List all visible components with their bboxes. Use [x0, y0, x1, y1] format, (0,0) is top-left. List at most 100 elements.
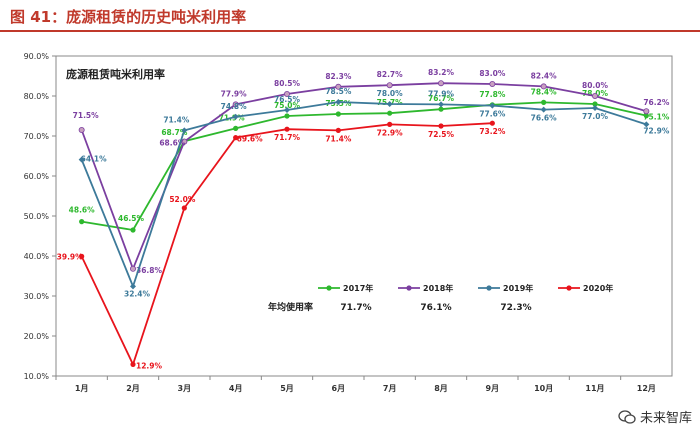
- x-tick-label: 6月: [332, 384, 346, 393]
- point-2020: [387, 121, 393, 127]
- y-tick-label: 30.0%: [24, 292, 50, 301]
- point-2019: [540, 106, 547, 113]
- point-2020: [233, 135, 239, 141]
- utilization-chart: 10.0% 20.0% 30.0% 40.0% 50.0% 60.0% 70.0% 80.0%…: [24, 52, 673, 393]
- data-label-2020: 72.9%: [377, 128, 404, 137]
- figure-title: 图 41：庞源租赁的历史吨米利用率: [10, 8, 247, 26]
- point-2019: [335, 99, 342, 105]
- point-2019: [592, 105, 598, 111]
- point-2020: [335, 127, 341, 133]
- watermark-text: 未来智库: [639, 411, 692, 426]
- point-2019: [438, 101, 444, 108]
- point-2017: [541, 99, 547, 105]
- y-tick-label: 90.0%: [24, 52, 50, 61]
- data-label-2018: 80.0%: [582, 81, 609, 90]
- x-tick-label: 7月: [383, 384, 397, 393]
- data-label-2020: 12.9%: [136, 361, 163, 370]
- x-tick-label: 9月: [486, 384, 500, 393]
- y-tick-label: 60.0%: [24, 172, 50, 181]
- annual-label: 年均使用率: [268, 301, 313, 313]
- legend-marker-2017: [326, 285, 332, 291]
- series-line-2019: [80, 101, 647, 290]
- x-tick-label: 4月: [229, 384, 243, 393]
- point-2018: [643, 108, 650, 115]
- title-divider: [0, 30, 700, 32]
- data-label-2018: 82.7%: [377, 70, 404, 79]
- data-label-2017: 68.7%: [161, 128, 188, 137]
- legend-label-2017: 2017年: [343, 283, 373, 293]
- point-2018: [181, 138, 188, 145]
- data-label-2019: 78.0%: [377, 89, 404, 98]
- data-label-2018: 83.0%: [479, 69, 506, 78]
- point-2018: [540, 83, 547, 90]
- point-2017: [284, 113, 290, 119]
- point-2019: [489, 102, 496, 109]
- data-label-2019: 64.1%: [81, 155, 108, 164]
- watermark: 未来智库: [618, 407, 692, 426]
- legend-label-2019: 2019年: [503, 283, 533, 293]
- y-tick-label: 70.0%: [24, 132, 50, 141]
- point-2019: [232, 113, 239, 120]
- y-tick-label: 10.0%: [24, 372, 50, 381]
- data-label-2018: 36.8%: [136, 266, 163, 275]
- chart-inner-title: 庞源租赁吨米利用率: [66, 67, 165, 81]
- x-tick-label: 10月: [534, 384, 553, 393]
- point-2017: [592, 101, 598, 107]
- data-label-2017: 48.6%: [69, 206, 96, 215]
- data-label-2020: 71.7%: [274, 133, 301, 142]
- point-2019: [284, 107, 290, 113]
- data-label-2017: 75.1%: [643, 113, 670, 122]
- data-label-2020: 52.0%: [169, 195, 196, 204]
- annual-value: 76.1%: [420, 303, 451, 313]
- data-label-2017: 77.8%: [479, 90, 506, 99]
- point-2018: [78, 127, 85, 134]
- y-tick-label: 50.0%: [24, 212, 50, 221]
- data-label-2018: 83.2%: [428, 68, 455, 77]
- data-label-2018: 71.5%: [73, 111, 100, 120]
- data-label-2020: 73.2%: [479, 127, 506, 136]
- y-tick-label: 40.0%: [24, 252, 50, 261]
- y-tick-label: 20.0%: [24, 332, 50, 341]
- data-label-2019: 77.0%: [582, 112, 609, 121]
- point-2018: [489, 81, 496, 88]
- legend-marker-2018: [406, 285, 412, 291]
- point-2020: [79, 253, 85, 259]
- point-2018: [592, 93, 599, 100]
- x-tick-label: 3月: [178, 384, 192, 393]
- legend-marker-2020: [566, 285, 572, 291]
- data-label-2020: 39.9%: [57, 252, 84, 261]
- x-tick-label: 1月: [75, 384, 89, 393]
- data-label-2017: 76.7%: [428, 94, 455, 103]
- x-tick-label: 12月: [637, 384, 656, 393]
- x-tick-label: 11月: [585, 384, 604, 393]
- data-label-2018: 76.2%: [643, 98, 670, 107]
- annual-value: 71.7%: [340, 303, 371, 313]
- data-label-2018: 82.4%: [531, 71, 558, 80]
- data-label-2019: 74.8%: [221, 102, 248, 111]
- data-label-2018: 77.9%: [221, 89, 248, 98]
- data-label-2020: 72.5%: [428, 130, 455, 139]
- chat-bubble-icon: [618, 409, 636, 424]
- data-label-2017: 46.5%: [118, 214, 145, 223]
- data-label-2019: 78.5%: [325, 87, 352, 96]
- data-label-2019: 72.9%: [643, 126, 670, 135]
- data-label-2020: 71.4%: [325, 134, 352, 143]
- legend-marker-2019: [486, 285, 492, 291]
- point-2017: [387, 110, 393, 116]
- data-label-2019: 76.5%: [274, 95, 301, 104]
- data-label-2020: 69.6%: [237, 135, 264, 144]
- point-2019: [78, 156, 85, 163]
- data-label-2019: 76.6%: [531, 114, 558, 123]
- legend-label-2020: 2020年: [583, 283, 613, 293]
- annual-value: 72.3%: [500, 303, 531, 313]
- point-2018: [283, 91, 290, 98]
- point-2019: [386, 101, 393, 107]
- point-2020: [489, 120, 495, 126]
- point-2020: [181, 205, 187, 211]
- data-label-2017: 78.4%: [531, 87, 558, 96]
- point-2018: [232, 101, 239, 108]
- x-tick-label: 2月: [126, 384, 140, 393]
- data-label-2017: 75.0%: [274, 101, 301, 110]
- point-2017: [130, 227, 136, 233]
- point-2017: [79, 219, 85, 225]
